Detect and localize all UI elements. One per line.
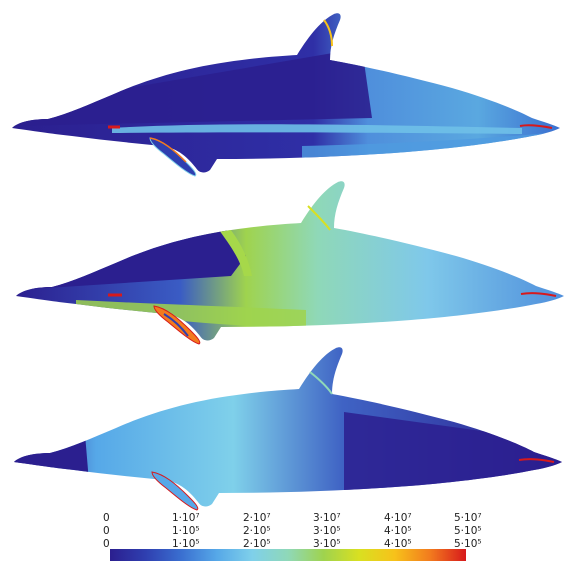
colorbar-labels-row-2: 0 1·10⁵ 2·10⁵ 3·10⁵ 4·10⁵ 5·10⁵ bbox=[103, 525, 482, 537]
dolphin-panel-bottom bbox=[14, 347, 562, 511]
colorbar: 0 1·10⁷ 2·10⁷ 3·10⁷ 4·10⁷ 5·10⁷ 0 1·10⁵ … bbox=[103, 512, 482, 561]
colorbar-gradient bbox=[110, 549, 466, 561]
tick-label: 1·10⁵ bbox=[172, 538, 200, 550]
tick-label: 1·10⁵ bbox=[172, 525, 200, 537]
dolphin-panel-middle bbox=[16, 181, 564, 345]
tick-label: 3·10⁵ bbox=[313, 538, 341, 550]
tick-label: 5·10⁵ bbox=[454, 538, 482, 550]
tick-label: 2·10⁵ bbox=[243, 538, 271, 550]
tick-label: 2·10⁵ bbox=[243, 525, 271, 537]
colorbar-labels-row-1: 0 1·10⁷ 2·10⁷ 3·10⁷ 4·10⁷ 5·10⁷ bbox=[103, 512, 482, 524]
tick-label: 5·10⁷ bbox=[454, 512, 482, 524]
tick-label: 0 bbox=[103, 538, 110, 550]
tick-label: 2·10⁷ bbox=[243, 512, 271, 524]
tick-label: 3·10⁵ bbox=[313, 525, 341, 537]
tick-label: 1·10⁷ bbox=[172, 512, 200, 524]
tick-label: 4·10⁷ bbox=[384, 512, 412, 524]
colorbar-labels-row-3: 0 1·10⁵ 2·10⁵ 3·10⁵ 4·10⁵ 5·10⁵ bbox=[103, 538, 482, 550]
tick-label: 4·10⁵ bbox=[384, 538, 412, 550]
dolphin-panel-top bbox=[12, 13, 560, 177]
tick-label: 0 bbox=[103, 512, 110, 524]
tick-label: 4·10⁵ bbox=[384, 525, 412, 537]
tick-label: 0 bbox=[103, 525, 110, 537]
tick-label: 5·10⁵ bbox=[454, 525, 482, 537]
tick-label: 3·10⁷ bbox=[313, 512, 341, 524]
